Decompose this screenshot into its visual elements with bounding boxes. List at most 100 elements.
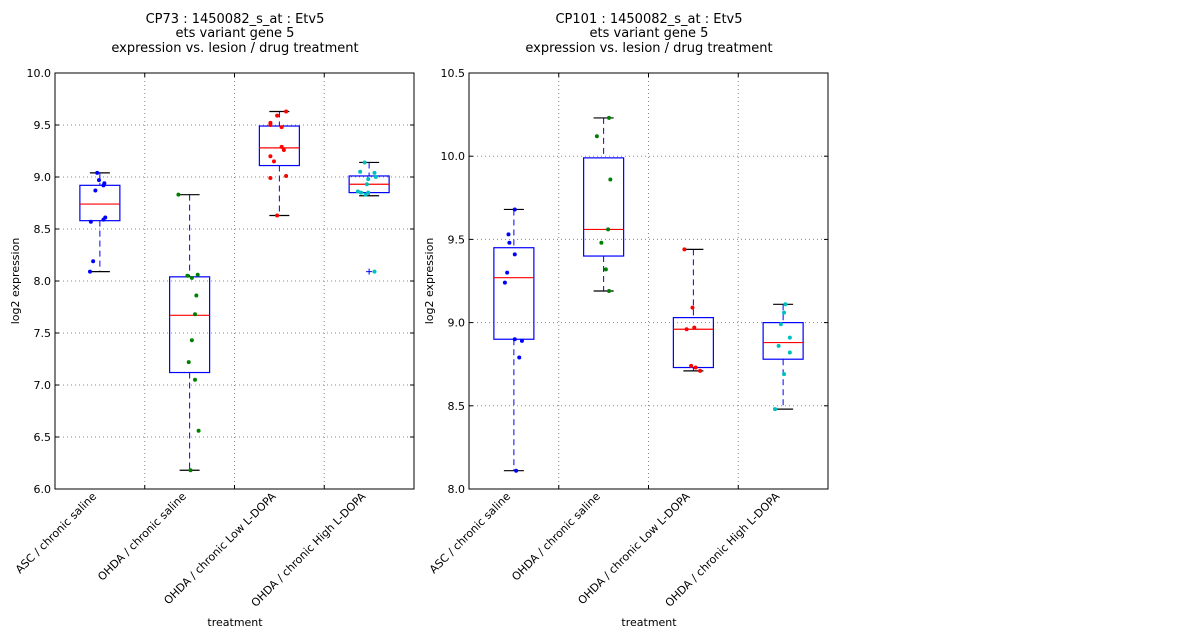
data-point xyxy=(505,270,510,275)
y-tick-label: 6.5 xyxy=(34,431,52,444)
box-iqr xyxy=(258,125,300,167)
y-tick-label: 10.5 xyxy=(441,67,466,80)
data-point xyxy=(512,207,517,212)
x-axis-label: treatment xyxy=(621,616,677,629)
data-point xyxy=(279,144,284,149)
data-point xyxy=(189,338,194,343)
data-point xyxy=(606,227,611,232)
y-tick-label: 7.5 xyxy=(34,327,52,340)
chart-title-line-3: expression vs. lesion / drug treatment xyxy=(525,41,772,56)
chart-title-line-3: expression vs. lesion / drug treatment xyxy=(111,41,358,56)
data-point xyxy=(689,363,694,368)
data-point xyxy=(194,293,199,298)
data-point xyxy=(502,280,507,285)
data-point xyxy=(519,338,524,343)
data-point xyxy=(776,343,781,348)
y-tick-label: 10.0 xyxy=(441,150,466,163)
data-point xyxy=(362,160,367,165)
box-iqr xyxy=(762,322,804,360)
data-point xyxy=(692,325,697,330)
data-point xyxy=(96,178,101,183)
data-point xyxy=(372,170,377,175)
data-point xyxy=(195,272,200,277)
chart-cp101: CP101 : 1450082_s_at : Etv5 ets variant … xyxy=(423,12,829,629)
data-point xyxy=(514,468,519,473)
data-point xyxy=(698,368,703,373)
data-point xyxy=(682,247,687,252)
data-point xyxy=(193,377,198,382)
data-point xyxy=(268,154,273,159)
y-tick-label: 6.0 xyxy=(34,483,52,496)
box-plot-3 xyxy=(672,247,714,373)
y-tick-label: 10.0 xyxy=(27,67,52,80)
y-tick-label: 9.5 xyxy=(34,119,52,132)
y-tick-label: 8.5 xyxy=(34,223,52,236)
data-point xyxy=(608,177,613,182)
data-point xyxy=(101,217,106,222)
data-point xyxy=(599,240,604,245)
data-point xyxy=(607,115,612,120)
box-iqr xyxy=(672,317,714,369)
box-iqr xyxy=(583,157,625,257)
data-point xyxy=(506,232,511,237)
data-point xyxy=(787,350,792,355)
data-point xyxy=(364,182,369,187)
data-point xyxy=(783,302,788,307)
y-ticks: 6.0 6.5 7.0 7.5 8.0 8.5 9.0 9.5 10.0 xyxy=(27,67,414,496)
grid-lines xyxy=(469,73,828,489)
data-point xyxy=(88,219,93,224)
box-plots xyxy=(79,109,390,473)
data-point xyxy=(188,468,193,473)
box-iqr xyxy=(79,184,121,222)
y-tick-label: 8.5 xyxy=(448,400,466,413)
data-point xyxy=(88,269,93,274)
data-point xyxy=(787,335,792,340)
x-tick-label: ASC / chronic saline xyxy=(427,490,513,576)
data-point xyxy=(359,190,364,195)
data-point xyxy=(372,269,377,274)
data-point xyxy=(512,252,517,257)
data-point xyxy=(366,190,371,195)
data-point xyxy=(268,123,273,127)
box-plot-1 xyxy=(493,207,535,473)
chart-title-line-1: CP73 : 1450082_s_at : Etv5 xyxy=(146,12,325,27)
y-axis-label: log2 expression xyxy=(423,238,436,325)
data-point xyxy=(284,109,289,114)
data-point xyxy=(91,259,96,264)
box-plot-2 xyxy=(169,192,211,473)
data-point xyxy=(778,322,783,327)
data-point xyxy=(279,125,284,130)
data-point xyxy=(185,273,190,278)
x-axis-label: treatment xyxy=(207,616,263,629)
grid-lines xyxy=(55,73,414,489)
data-point xyxy=(366,177,371,182)
data-point xyxy=(176,192,181,197)
data-point xyxy=(603,267,608,272)
data-point xyxy=(690,305,695,310)
y-tick-label: 9.0 xyxy=(448,317,466,330)
box-plot-4 xyxy=(762,302,804,412)
data-point xyxy=(358,169,363,174)
data-point xyxy=(684,327,689,332)
box-plot-1 xyxy=(79,170,121,274)
y-tick-label: 9.5 xyxy=(448,233,466,246)
data-point xyxy=(275,213,280,218)
x-tick-label: ASC / chronic saline xyxy=(13,490,99,576)
data-point xyxy=(594,134,599,139)
data-point xyxy=(281,147,286,152)
data-point xyxy=(189,275,194,280)
box-plot-4 xyxy=(348,160,390,275)
data-point xyxy=(275,113,280,118)
box-iqr xyxy=(169,276,211,374)
data-point xyxy=(782,310,787,315)
data-point xyxy=(355,189,360,194)
x-tick-label: OHDA / chronic saline xyxy=(509,490,603,584)
data-point xyxy=(363,192,368,197)
data-point xyxy=(512,337,517,342)
y-tick-label: 9.0 xyxy=(34,171,52,184)
data-point xyxy=(373,175,378,179)
data-point xyxy=(507,240,512,245)
box-plots xyxy=(493,115,804,473)
